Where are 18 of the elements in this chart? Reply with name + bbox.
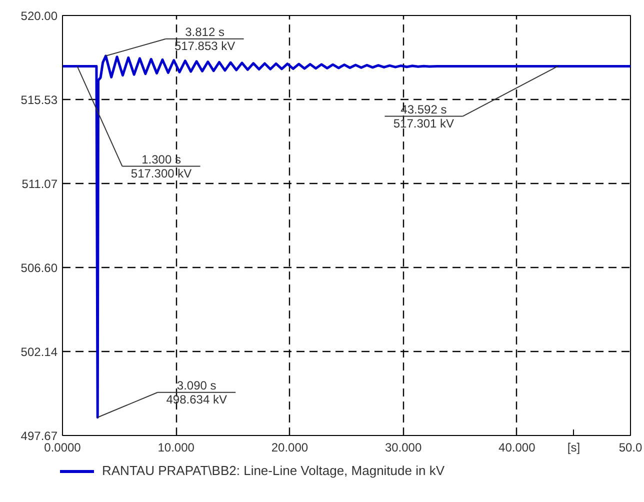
x-tick-label: 40.000 xyxy=(498,440,536,454)
y-tick-label: 502.14 xyxy=(20,344,58,359)
x-tick-label: 10.000 xyxy=(158,440,195,454)
x-tick-label: 20.000 xyxy=(271,440,308,454)
x-tick-label: 30.000 xyxy=(384,440,422,454)
y-tick-label: 506.60 xyxy=(20,261,58,276)
y-tick-label: 497.67 xyxy=(20,429,58,443)
x-tick-label: 50.0 xyxy=(618,440,643,454)
y-tick-label: 511.07 xyxy=(22,176,58,191)
x-tick-label: 0.0000 xyxy=(44,440,82,454)
y-tick-label: 515.53 xyxy=(20,93,58,108)
x-axis-title: [s] xyxy=(567,440,580,454)
y-tick-label: 520.00 xyxy=(20,9,58,23)
annotation: 43.592 s 517.301 kV xyxy=(393,102,454,130)
line-series xyxy=(62,54,630,419)
legend-label: RANTAU PRAPAT\BB2: Line-Line Voltage, Magnitude in kV xyxy=(102,463,445,478)
annotation: 3.090 s 498.634 kV xyxy=(166,378,227,406)
annotation: 3.812 s 517.853 kV xyxy=(174,24,236,53)
